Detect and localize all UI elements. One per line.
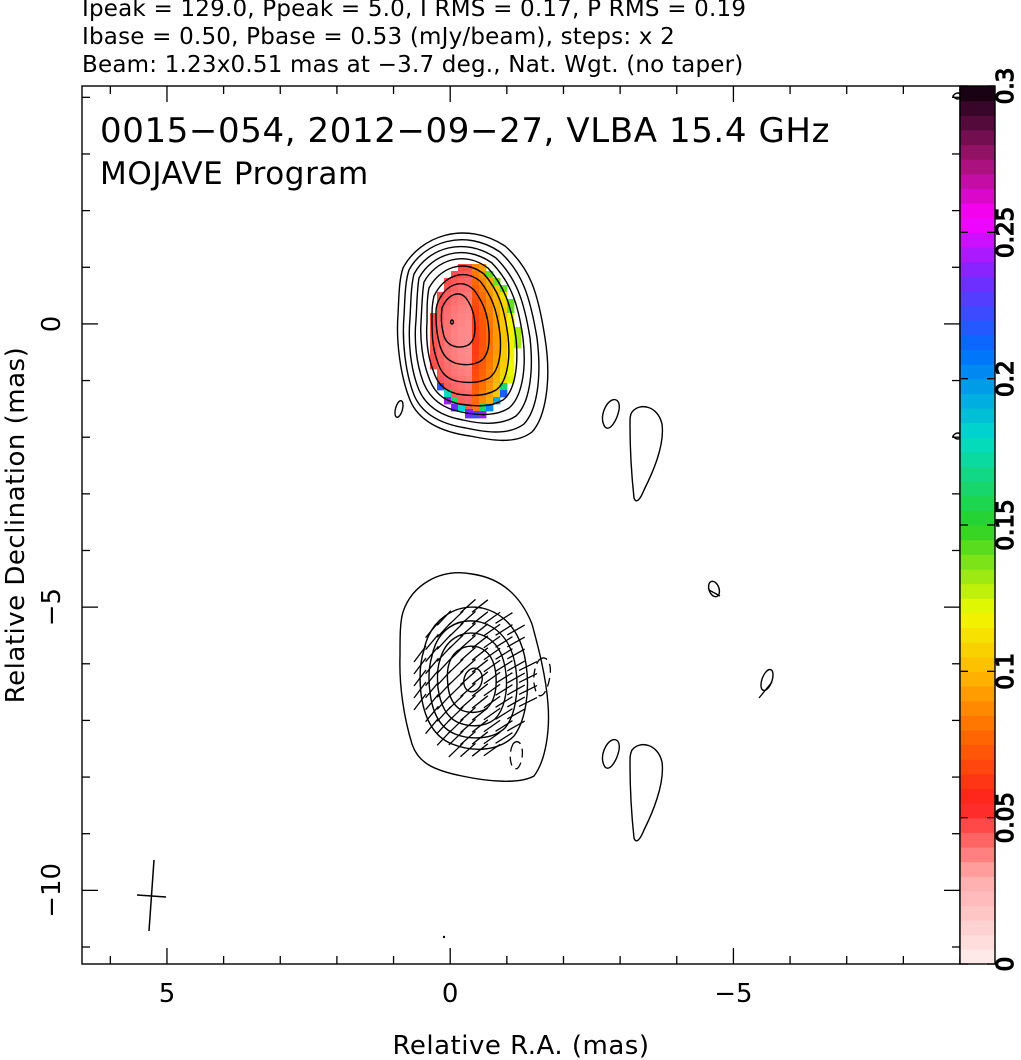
jet-contour-2	[419, 606, 529, 750]
right-edge-contour-1	[952, 92, 960, 100]
colorbar-tick-label: 0.15	[993, 499, 1019, 550]
x-tick-label: −5	[714, 979, 752, 1009]
jet-contour-4	[436, 632, 508, 727]
jet-contour-1	[399, 572, 550, 782]
header-line-2: Ibase = 0.50, Pbase = 0.53 (mJy/beam), s…	[82, 24, 675, 50]
intensity-contours	[394, 92, 960, 842]
core-contour-5	[420, 258, 518, 407]
plot-frame	[81, 85, 961, 965]
isolated-contour-e	[629, 743, 664, 842]
y-tick-label: 0	[37, 316, 67, 333]
core-contour-4	[414, 252, 525, 416]
core-contour-8	[435, 283, 490, 366]
x-axis-label: Relative R.A. (mas)	[393, 1031, 650, 1060]
colorbar-tick-label: 0.25	[993, 207, 1019, 258]
chart-title-line2: MOJAVE Program	[100, 156, 369, 192]
header-line-3: Beam: 1.23x0.51 mas at −3.7 deg., Nat. W…	[82, 52, 744, 78]
x-tick-label: 0	[442, 979, 459, 1009]
tick-labels: 5 0 −5 0 −5 −10	[37, 316, 753, 1009]
x-tick-label: 5	[159, 979, 176, 1009]
colorbar-tick-label: 0.3	[993, 68, 1019, 105]
chart-title-line1: 0015−054, 2012−09−27, VLBA 15.4 GHz	[100, 111, 830, 151]
core-contour-1	[396, 232, 549, 442]
right-edge-contour-2	[952, 432, 960, 440]
colorbar-tick-label: 0.05	[993, 792, 1019, 843]
isolated-contour-a	[394, 400, 404, 418]
colorbar	[960, 86, 995, 965]
core-contour-2	[402, 239, 540, 433]
core-contour-9	[440, 293, 476, 348]
colorbar-ticks: 0 0.05 0.1 0.15 0.2 0.25 0.3	[960, 67, 1020, 972]
beam-marker	[136, 859, 167, 932]
y-axis-label: Relative Declination (mas)	[1, 347, 31, 703]
isolated-contour-d	[601, 739, 620, 769]
core-contour-3	[408, 245, 533, 424]
core-contour-10	[449, 319, 455, 325]
y-tick-label: −5	[37, 588, 67, 626]
isolated-contour-g	[760, 668, 774, 692]
colorbar-tick-label: 0.2	[993, 360, 1019, 397]
header-line-1: Ipeak = 129.0, Ppeak = 5.0, I RMS = 0.17…	[82, 0, 747, 22]
origin-dot	[442, 935, 446, 939]
y-tick-label: −10	[37, 863, 67, 918]
axis-ticks	[82, 86, 961, 964]
evpa-vectors	[413, 589, 773, 758]
isolated-contour-b	[601, 399, 620, 429]
core-contour-6	[425, 265, 510, 397]
colorbar-tick-label: 0	[993, 957, 1019, 972]
isolated-contour-c	[629, 405, 664, 502]
core-contour-7	[431, 273, 502, 384]
colorbar-tick-label: 0.1	[993, 653, 1019, 690]
negative-contours	[509, 657, 552, 770]
